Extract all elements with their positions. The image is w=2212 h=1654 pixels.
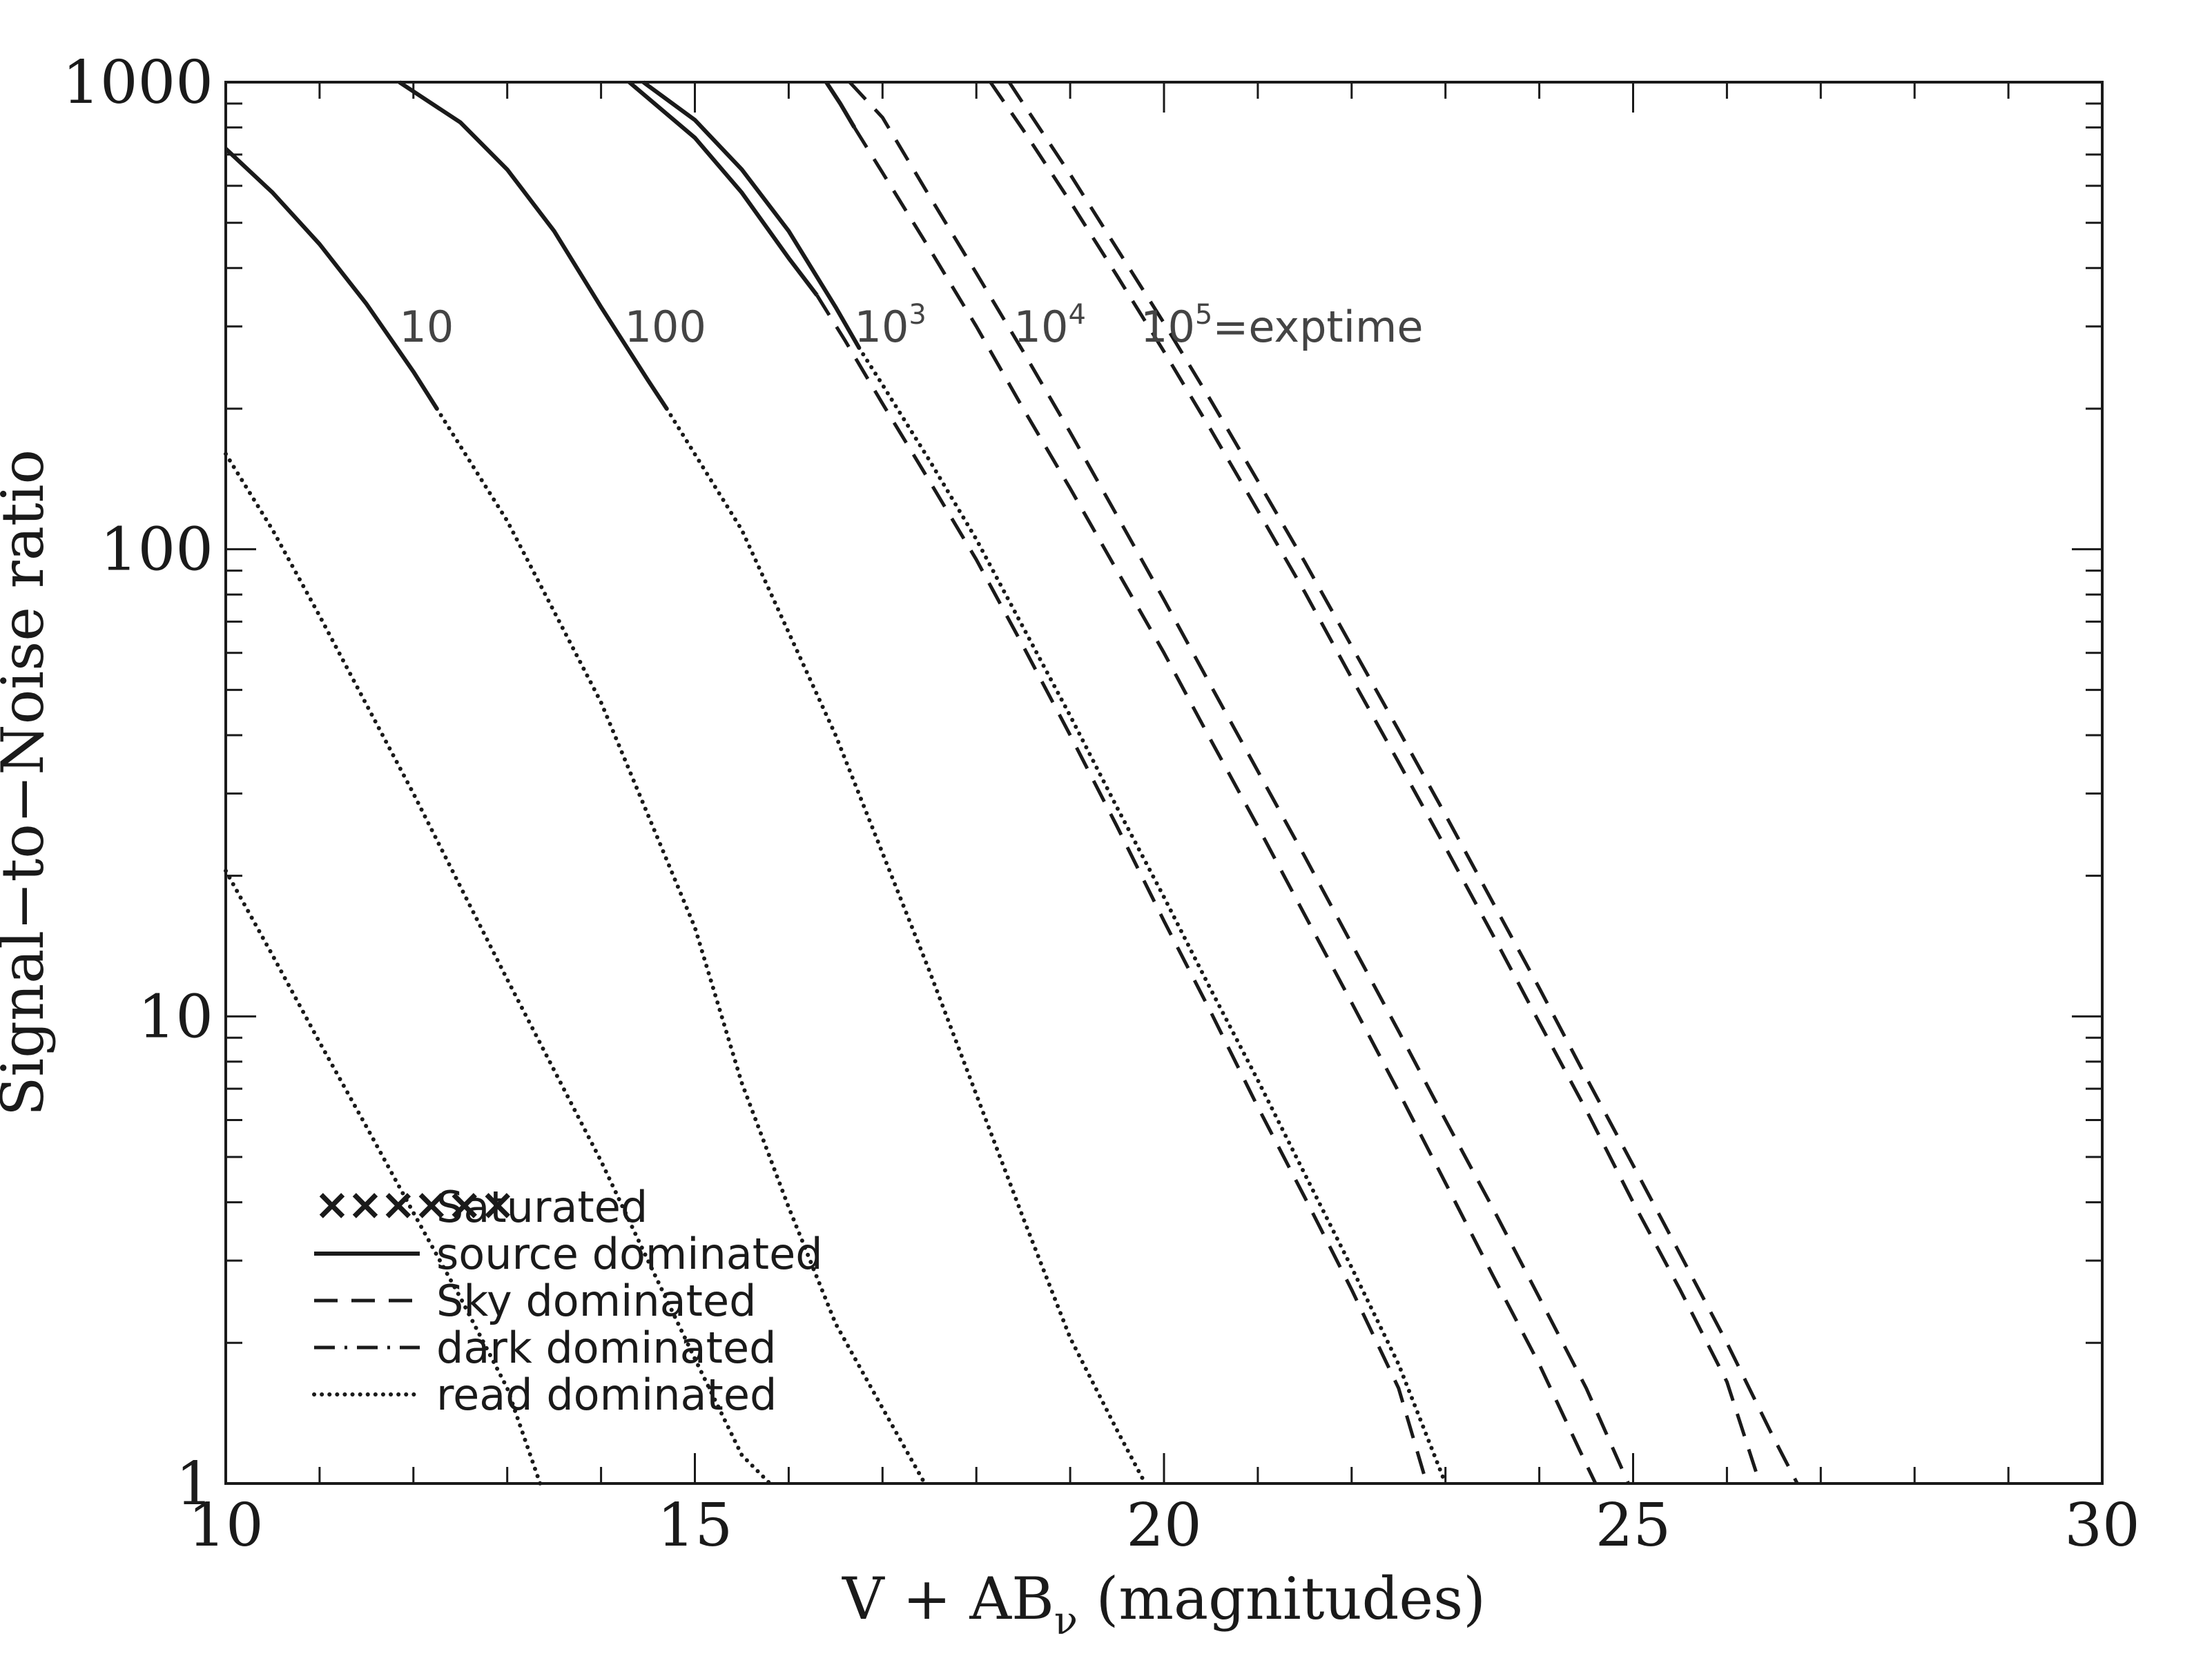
series-3 bbox=[628, 80, 1428, 1484]
series-7 bbox=[989, 81, 1762, 1484]
x-axis-title: V + ABν (magnitudes) bbox=[842, 1565, 1486, 1644]
legend-crosses-symbol: ×××××× bbox=[314, 1179, 513, 1229]
legend-entry-dotted: read dominated bbox=[312, 1370, 777, 1420]
axis-ticks bbox=[224, 81, 2104, 1485]
series-1-dotted-segment bbox=[434, 407, 927, 1486]
series-9-dotted-segment bbox=[224, 451, 773, 1486]
exptime-label-2: 100 bbox=[625, 302, 706, 352]
y-tick-label: 100 bbox=[100, 516, 213, 585]
series-9 bbox=[224, 451, 773, 1486]
legend-label: Saturated bbox=[436, 1182, 648, 1232]
x-tick-label: 30 bbox=[2064, 1491, 2140, 1560]
legend-entry-dashdot: dark dominated bbox=[314, 1323, 776, 1373]
legend-entry-dashed: Sky dominated bbox=[314, 1276, 756, 1326]
exptime-label-5: 105=exptime bbox=[1141, 299, 1423, 352]
legend-label: dark dominated bbox=[436, 1323, 776, 1373]
series-3-dashed-segment bbox=[815, 294, 1428, 1484]
series-3-solid-segment bbox=[628, 80, 819, 297]
exptime-label-4: 104 bbox=[1014, 299, 1086, 352]
series-4 bbox=[642, 80, 1448, 1486]
series-4-solid-segment bbox=[642, 80, 861, 349]
series-1 bbox=[224, 147, 927, 1486]
y-tick-label: 1000 bbox=[62, 48, 213, 117]
curve-labels: 10 100 103 104 105=exptime bbox=[399, 299, 1423, 352]
series-5-solid-segment bbox=[824, 81, 857, 129]
series-6-dashed-segment bbox=[848, 81, 1630, 1485]
y-axis-title: Signal−to−Noise ratio bbox=[0, 449, 57, 1116]
series-6 bbox=[848, 81, 1630, 1485]
legend-entry-crosses: ××××××Saturated bbox=[314, 1179, 648, 1232]
series-10-dotted-segment bbox=[224, 868, 543, 1486]
series-5 bbox=[824, 81, 1598, 1485]
exptime-label-1: 10 bbox=[399, 302, 454, 352]
series-4-dotted-segment bbox=[857, 345, 1448, 1486]
series-2-solid-segment bbox=[398, 80, 669, 410]
curves bbox=[224, 80, 1799, 1486]
series-7-dashed-segment bbox=[989, 81, 1762, 1484]
legend-label: Sky dominated bbox=[436, 1276, 756, 1326]
series-10 bbox=[224, 868, 543, 1486]
series-1-solid-segment bbox=[224, 147, 439, 410]
x-tick-label: 20 bbox=[1126, 1491, 1201, 1560]
legend-label: source dominated bbox=[436, 1229, 823, 1279]
y-tick-label: 10 bbox=[138, 982, 213, 1051]
x-tick-label: 25 bbox=[1595, 1491, 1671, 1560]
series-2 bbox=[398, 80, 1147, 1486]
x-tick-label: 10 bbox=[188, 1491, 263, 1560]
exptime-label-3: 103 bbox=[855, 299, 926, 352]
series-5-dashed-segment bbox=[853, 126, 1598, 1485]
legend-entry-solid: source dominated bbox=[314, 1229, 823, 1279]
x-tick-label: 15 bbox=[657, 1491, 733, 1560]
y-tick-label: 1 bbox=[175, 1450, 213, 1519]
series-8-dashed-segment bbox=[1007, 81, 1799, 1485]
legend-label: read dominated bbox=[436, 1370, 777, 1420]
series-8 bbox=[1007, 81, 1799, 1485]
